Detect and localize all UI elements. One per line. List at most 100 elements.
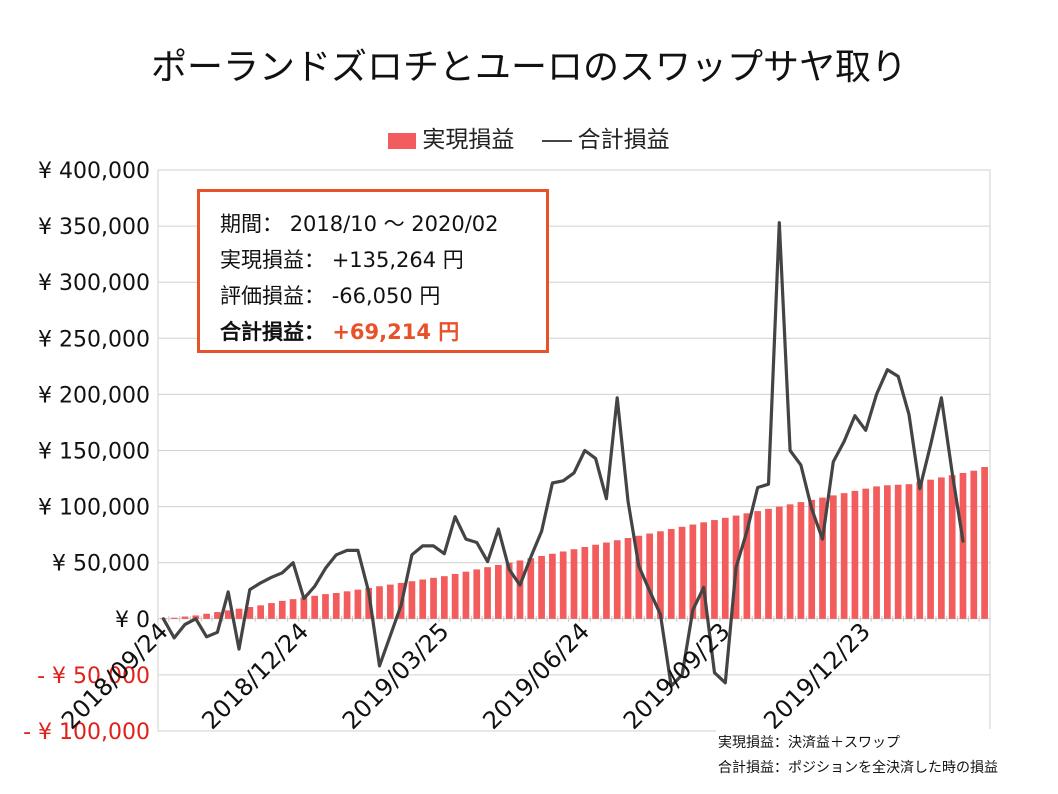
- realized-bar: [181, 616, 189, 619]
- realized-bar: [505, 562, 513, 619]
- realized-bar: [343, 591, 351, 619]
- x-axis-ticks: 2018/09/24 2018/12/24 2019/03/25 2019/06/24…: [56, 617, 876, 735]
- legend-total-label: 合計損益: [577, 127, 670, 153]
- realized-bar: [419, 579, 427, 619]
- y-tick-label: ¥ 350,000: [38, 215, 150, 240]
- realized-bar: [484, 567, 491, 619]
- realized-bar: [743, 513, 751, 619]
- footnote-realized: 実現損益：決済益＋スワップ: [718, 735, 900, 751]
- summary-realized-row: 実現損益： +135,264 円: [220, 242, 546, 278]
- x-tick-label: 2019/03/25: [337, 617, 455, 735]
- legend-realized-label: 実現損益: [422, 127, 515, 153]
- summary-unrealized-row: 評価損益： -66,050 円: [220, 278, 546, 314]
- realized-bar: [775, 506, 783, 619]
- y-axis-ticks: ¥ 400,000 ¥ 350,000 ¥ 300,000 ¥ 250,000 ¥ 20…: [23, 159, 150, 745]
- realized-bar: [786, 504, 794, 619]
- realized-bar: [559, 551, 567, 619]
- footnote-total: 合計損益：ポジションを全決済した時の損益: [718, 760, 998, 776]
- realized-bar: [646, 533, 653, 619]
- line-series: [161, 221, 965, 688]
- realized-bar: [495, 564, 502, 619]
- y-tick-label: ¥ 150,000: [38, 440, 150, 465]
- summary-realized-value: +135,264 円: [331, 248, 464, 272]
- summary-period-value: 2018/10 ～ 2020/02: [289, 212, 499, 236]
- realized-bar: [462, 571, 470, 619]
- summary-total-label: 合計損益：: [220, 320, 325, 344]
- realized-bar: [538, 555, 545, 619]
- realized-bar: [938, 477, 945, 619]
- x-tick-label: 2019/12/23: [758, 617, 876, 735]
- legend: 実現損益 合計損益: [0, 120, 1058, 154]
- legend-bar-swatch: [388, 132, 417, 149]
- realized-bar: [516, 560, 524, 619]
- legend-item-realized: 実現損益: [388, 120, 514, 154]
- realized-bar: [570, 549, 578, 619]
- summary-period-row: 期間： 2018/10 ～ 2020/02: [220, 206, 546, 242]
- realized-bar: [451, 573, 459, 619]
- y-tick-label: ¥ 400,000: [38, 159, 150, 184]
- realized-bar: [192, 615, 200, 619]
- realized-bar: [840, 493, 848, 619]
- legend-item-total: 合計損益: [541, 120, 670, 154]
- summary-unrealized-value: -66,050 円: [331, 284, 441, 308]
- realized-bar: [170, 617, 178, 619]
- realized-bar: [927, 479, 934, 619]
- realized-bar: [268, 603, 275, 619]
- y-tick-label: ¥ 250,000: [38, 327, 150, 352]
- realized-bar: [873, 486, 880, 619]
- chart-title: ポーランドズロチとユーロのスワップサヤ取り: [150, 47, 907, 88]
- realized-bar: [592, 544, 599, 619]
- realized-bar: [224, 610, 232, 619]
- y-tick-label: ¥ 50,000: [52, 552, 150, 577]
- realized-bar: [851, 490, 859, 619]
- realized-bar: [819, 497, 826, 619]
- y-tick-label: ¥ 0: [115, 608, 150, 633]
- y-tick-label: ¥ 300,000: [38, 271, 150, 296]
- summary-unrealized-label: 評価損益：: [220, 284, 325, 308]
- realized-bar: [970, 470, 978, 619]
- realized-bar: [322, 594, 329, 619]
- realized-bar: [386, 584, 394, 619]
- y-tick-label: ¥ 100,000: [38, 496, 150, 521]
- realized-bar: [678, 526, 686, 619]
- realized-bar: [765, 508, 772, 619]
- realized-bar: [332, 592, 340, 619]
- realized-bar: [948, 475, 956, 619]
- y-tick-label: - ¥ 100,000: [23, 720, 150, 745]
- realized-bar: [721, 517, 729, 619]
- realized-bar: [311, 595, 319, 619]
- realized-bar: [430, 577, 437, 619]
- bar-series: [160, 467, 988, 619]
- summary-period-label: 期間：: [220, 212, 283, 236]
- realized-bar: [408, 581, 416, 619]
- total-line: [161, 221, 965, 688]
- realized-bar: [203, 613, 210, 619]
- x-tick-label: 2019/06/24: [477, 617, 595, 735]
- footnotes: 実現損益：決済益＋スワップ 合計損益：ポジションを全決済した時の損益: [716, 729, 1002, 781]
- realized-bar: [440, 576, 448, 619]
- realized-bar: [689, 524, 697, 619]
- realized-bar: [797, 502, 805, 619]
- realized-bar: [365, 587, 373, 619]
- realized-bar: [711, 520, 718, 619]
- realized-bar: [657, 531, 664, 619]
- y-tick-label: ¥ 200,000: [38, 383, 150, 408]
- realized-bar: [700, 522, 708, 619]
- realized-bar: [473, 569, 481, 619]
- legend-line-swatch: [541, 139, 572, 142]
- realized-bar: [235, 608, 243, 619]
- realized-bar: [916, 481, 924, 619]
- realized-bar: [862, 488, 870, 619]
- realized-bar: [624, 538, 632, 619]
- realized-bar: [603, 542, 610, 619]
- realized-bar: [289, 599, 297, 619]
- realized-bar: [894, 484, 902, 619]
- summary-total-row: 合計損益： +69,214 円: [220, 314, 546, 350]
- realized-bar: [354, 589, 362, 619]
- realized-bar: [754, 511, 762, 619]
- realized-bar: [981, 467, 988, 619]
- realized-bar: [884, 485, 891, 619]
- summary-box: 期間： 2018/10 ～ 2020/02 実現損益： +135,264 円 評…: [197, 189, 549, 353]
- realized-bar: [278, 600, 286, 619]
